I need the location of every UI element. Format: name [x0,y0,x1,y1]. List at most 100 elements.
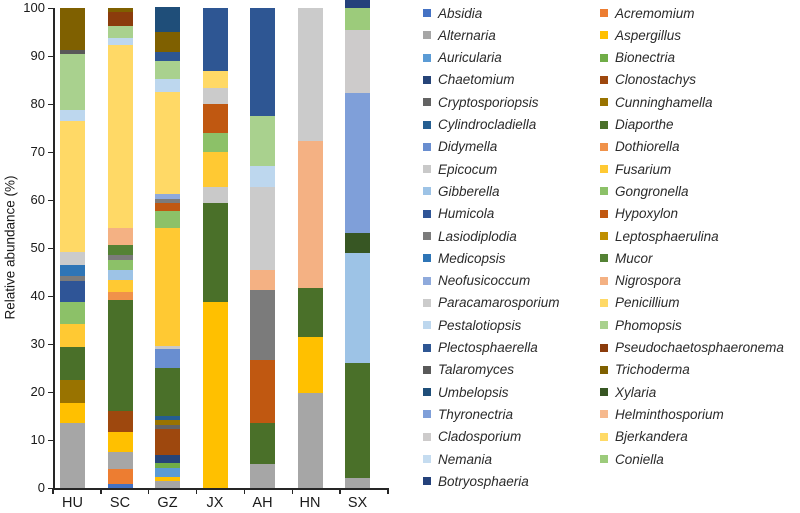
legend-label: Neofusicoccum [438,273,531,289]
legend-item-Umbelopsis: Umbelopsis [423,381,509,403]
legend-item-Cunninghamella: Cunninghamella [600,91,713,113]
x-category-label: GZ [157,495,178,511]
y-tick-label: 60 [30,192,45,207]
bar-SC-segment-Dothiorella [107,291,133,300]
bar-GZ-segment-Clonostachys [155,428,180,455]
bar-SC-segment-Phomopsis [107,25,133,38]
y-tick-mark [48,7,53,9]
bar-SX-segment-Alternaria [345,478,370,488]
legend-item-Gibberella: Gibberella [423,180,500,202]
bar-AH-segment-Hypoxylon [250,359,275,424]
bar-SC-segment-Nigrospora [107,228,133,246]
legend-item-Talaromyces: Talaromyces [423,359,514,381]
legend-swatch [600,98,608,107]
legend-item-Epicocum: Epicocum [423,158,497,180]
y-tick-label: 50 [30,240,45,255]
legend-item-Lasiodiplodia: Lasiodiplodia [423,225,517,247]
legend-label: Clonostachys [615,72,697,88]
legend-label: Chaetomium [438,72,515,88]
legend-swatch [600,209,608,218]
legend-item-Thyronectria: Thyronectria [423,403,513,425]
legend-swatch [600,75,608,84]
legend-item-Penicillium: Penicillium [600,292,680,314]
bar-HU-segment-Talaromyces [60,50,85,55]
legend-swatch [423,477,431,486]
legend-label: Trichoderma [615,362,690,378]
x-tick-mark [387,488,389,494]
bar-JX-segment-Plectosphaerella [202,8,228,71]
bar-GZ-segment-Lasiodiplodia [155,198,180,204]
legend-label: Pestalotiopsis [438,317,522,333]
y-tick-label: 30 [30,336,45,351]
bar-SC-segment-Diaporthe [107,299,133,411]
y-tick-mark [48,151,53,153]
y-tick-label: 100 [23,0,45,15]
y-tick-label: 20 [30,384,45,399]
legend-swatch [600,365,608,374]
legend-item-Gongronella: Gongronella [600,180,689,202]
legend-label: Helminthosporium [615,406,724,422]
legend-label: Absidia [438,5,483,21]
legend-swatch [600,321,608,330]
y-tick-mark [48,199,53,201]
legend-swatch [423,31,431,40]
bar-HN-segment-Nigrospora [297,141,323,289]
bar-JX-segment-Fusarium [202,151,228,187]
legend-item-Plectosphaerella: Plectosphaerella [423,337,538,359]
legend-swatch [423,365,431,374]
legend-label: Gibberella [438,183,500,199]
bar-HN-segment-Paracamarosporium [297,8,323,142]
bar-AH-segment-Nigrospora [250,270,275,290]
x-category-label: HN [299,495,321,511]
legend-item-Helminthosporium: Helminthosporium [600,403,724,425]
legend-label: Aspergillus [615,27,682,43]
legend-label: Fusarium [615,161,672,177]
legend-swatch [600,232,608,240]
bar-JX-segment-Epicocum [202,186,228,203]
legend-item-Pseudochaetosphaeronema: Pseudochaetosphaeronema [600,337,784,359]
y-tick-mark [48,391,53,393]
legend-item-Nemania: Nemania [423,448,492,470]
legend-label: Nemania [438,451,493,467]
bar-HU-segment-Trichoderma [60,8,85,51]
bar-SX-segment-Gibberella [345,253,370,364]
bar-SC-segment-Pestalotiopsis [107,37,133,45]
legend-swatch [600,455,608,463]
legend-label: Medicopsis [438,250,506,266]
legend-item-Cladosporium: Cladosporium [423,426,521,448]
bar-GZ-segment-Gongronella [155,211,180,229]
x-tick-mark [339,488,341,494]
legend-item-Alternaria: Alternaria [423,24,496,46]
bar-AH-segment-Pestalotiopsis [250,166,275,187]
legend-swatch [600,142,608,151]
bar-SC-segment-Acremomium [107,469,133,485]
legend-item-Xylaria: Xylaria [600,381,656,403]
legend-swatch [600,276,608,285]
bar-GZ-segment-Trichoderma [155,32,180,53]
legend-label: Diaporthe [615,117,674,132]
x-tick-mark [291,488,294,494]
bar-HU-segment-Phomopsis [60,54,85,111]
legend-swatch [600,298,608,307]
bar-HU-segment-Alternaria [60,423,85,488]
legend-label: Bionectria [615,50,676,66]
y-tick-label: 40 [30,288,45,303]
legend-label: Cunninghamella [615,94,713,110]
legend-swatch [423,232,431,240]
bar-GZ-segment-Cylindrocladiella [155,415,180,421]
bar-HU-segment-Penicillium [60,120,85,253]
bar-HU-segment-Lasiodiplodia [60,275,85,282]
bar-GZ-segment-Epicocum [155,345,180,350]
x-category-label: AH [252,495,273,511]
bar-JX-segment-Aspergillus [202,301,228,488]
y-tick-label: 80 [30,96,45,111]
legend-label: Leptosphaerulina [615,228,719,244]
legend-swatch [423,187,431,196]
legend-item-Clonostachys: Clonostachys [600,69,696,91]
legend-swatch [423,321,431,330]
bar-SC-segment-Gibberella [107,270,133,281]
bar-JX-segment-Penicillium [202,70,228,89]
bar-SX-segment-Cladosporium [345,29,370,94]
legend-item-Cylindrocladiella: Cylindrocladiella [423,114,536,136]
